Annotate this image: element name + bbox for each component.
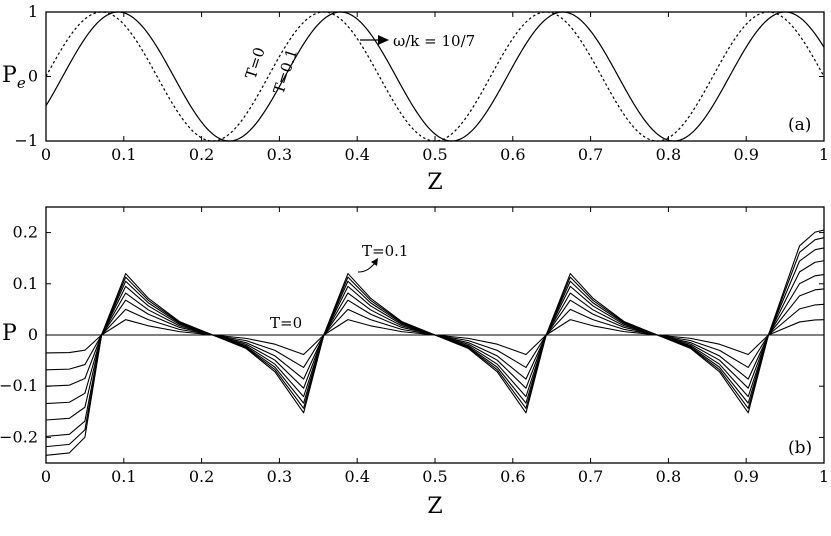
panel-b-x-tick-label: 0.7 (578, 467, 603, 486)
panel-a-x-tick-label: 0.7 (578, 145, 603, 164)
panel-b-x-axis-title: Z (427, 494, 442, 519)
panel-a-x-tick-label: 0.3 (267, 145, 292, 164)
panel-b-x-tick-label: 0.9 (733, 467, 758, 486)
panel-a-y-tick-label: 0 (28, 67, 38, 86)
panel-a-x-tick-label: 0.5 (422, 145, 447, 164)
panel-a-y-tick-label: −1 (14, 131, 38, 150)
panel-a-x-axis-title: Z (427, 170, 442, 195)
panel-b-y-tick-label: 0.1 (13, 274, 38, 293)
panel-b-y-axis-title: P (2, 321, 17, 346)
panel-a-x-tick-label: 1 (819, 145, 829, 164)
panel-a-x-tick-label: 0.2 (189, 145, 214, 164)
panel-a-x-ticks: 0 0.1 0.2 0.3 0.4 0.5 0.6 0.7 0.8 0.9 1 (41, 12, 829, 164)
panel-b-x-tick-label: 0.8 (656, 467, 681, 486)
panel-a-y-axis-title: Pe (2, 63, 26, 92)
panel-a-x-tick-label: 0.1 (111, 145, 136, 164)
annotation-arrow-head (378, 35, 389, 45)
annotation-b-t01: T=0.1 (362, 242, 408, 260)
panel-b-y-tick-label: −0.2 (0, 427, 38, 446)
panel-a-x-tick-label: 0.4 (344, 145, 369, 164)
panel-b-y-tick-label: 0 (28, 325, 38, 344)
panel-b-x-tick-label: 0.4 (344, 467, 369, 486)
panel-b-x-tick-label: 0.3 (267, 467, 292, 486)
series-b-level-1 (45, 319, 825, 356)
panel-a-label: (a) (788, 115, 811, 135)
series-t01-solid (45, 11, 825, 142)
series-b-level-5 (45, 260, 825, 421)
panel-b-x-ticks: 0 0.1 0.2 0.3 0.4 0.5 0.6 0.7 0.8 0.9 1 (41, 207, 829, 486)
annotation-b-t01-arrowhead (371, 258, 378, 266)
annotation-t0-label: T=0 (242, 45, 269, 81)
panel-a-x-tick-label: 0 (41, 145, 51, 164)
panel-b-x-tick-label: 0.6 (500, 467, 525, 486)
series-b-level-3 (45, 288, 825, 387)
panel-a-y-axis-subscript: e (17, 74, 26, 92)
panel-b-y-tick-label: −0.1 (0, 376, 38, 395)
panel-b-label: (b) (788, 438, 812, 458)
annotation-t01-label: T=0.1 (270, 47, 301, 97)
panel-a: 0 0.1 0.2 0.3 0.4 0.5 0.6 0.7 0.8 0.9 1 −101 Pe Z … (2, 2, 829, 195)
panel-b-x-tick-label: 0 (41, 467, 51, 486)
panel-a-x-tick-label: 0.9 (733, 145, 758, 164)
panel-b: 0 0.1 0.2 0.3 0.4 0.5 0.6 0.7 0.8 0.9 1 −0.2−0.100… (0, 206, 829, 519)
panel-b-x-tick-label: 0.5 (422, 467, 447, 486)
panel-a-x-tick-label: 0.8 (656, 145, 681, 164)
series-b-level-4 (45, 274, 825, 405)
panel-b-x-tick-label: 1 (819, 467, 829, 486)
panel-b-y-ticks: −0.2 −0.1 0 0.1 0.2 (0, 223, 824, 446)
panel-b-x-tick-label: 0.2 (189, 467, 214, 486)
panel-b-curves (45, 229, 825, 456)
annotation-phase-velocity: ω/k = 10/7 (393, 32, 475, 50)
panel-a-x-tick-label: 0.6 (500, 145, 525, 164)
panel-a-y-ticks: −1 0 1 (14, 2, 824, 150)
panel-b-y-tick-label: 0.2 (13, 223, 38, 242)
panel-a-y-tick-label: 1 (28, 2, 38, 21)
annotation-b-t0: T=0 (270, 314, 302, 332)
panel-b-x-tick-label: 0.1 (111, 467, 136, 486)
series-b-level-8 (45, 229, 825, 456)
